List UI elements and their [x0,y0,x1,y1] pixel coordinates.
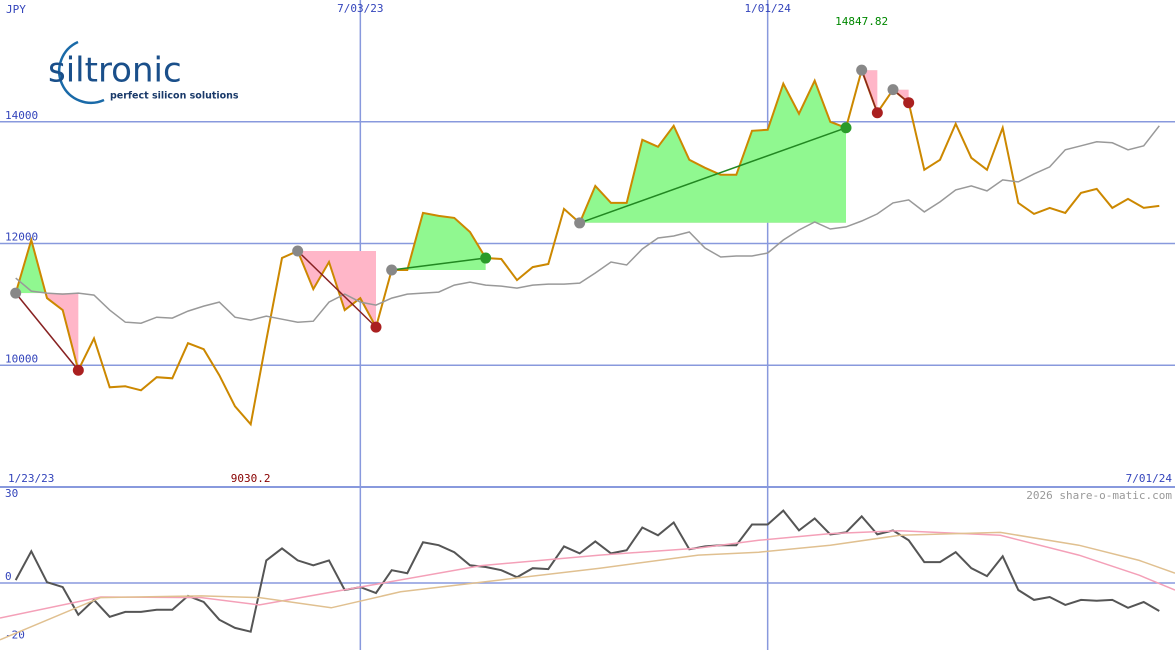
trend-start [887,84,899,96]
trend-fill [15,239,79,294]
credit: 2026 share-o-matic.com [1026,489,1172,502]
series-line [0,531,1175,641]
logo: siltronic perfect silicon solutions [48,40,239,105]
x-start-label: 1/23/23 [8,472,54,485]
trend-end [871,107,883,119]
logo-name: siltronic [48,51,182,91]
x-tick-label: 7/03/23 [337,2,383,15]
series-line [14,509,1160,633]
trend-line [860,69,879,113]
trend-start [386,264,398,276]
y-tick-label: 0 [5,570,12,583]
trend-end [840,122,852,134]
trend-line [15,292,79,371]
series-line [15,125,1160,324]
trend-fill [391,212,486,271]
trend-start [10,287,22,299]
logo-arc [57,40,105,105]
trend-start [574,217,586,229]
trend-end [72,364,84,376]
logo-tagline: perfect silicon solutions [110,91,239,102]
trend-line [297,250,377,328]
x-tick-label: 1/01/24 [744,2,791,15]
y-tick-label: 12000 [5,231,38,244]
trend-start [856,64,868,76]
trend-end [480,252,492,264]
max-label: 14847.82 [835,15,888,28]
y-axis-label: JPY [6,3,26,16]
trend-end [903,97,915,109]
y-tick-label: 30 [5,487,18,500]
trend-line [579,127,847,224]
trend-end [370,321,382,333]
trend-start [292,245,304,257]
x-end-label: 7/01/24 [1126,472,1173,485]
y-tick-label: 10000 [5,352,38,365]
min-label: 9030.2 [231,472,271,485]
y-tick-label: 14000 [5,109,38,122]
trend-fill [15,293,79,371]
series-line [14,66,1160,427]
series-line [0,529,1175,619]
trend-fill [579,80,846,223]
trend-line [391,257,486,271]
